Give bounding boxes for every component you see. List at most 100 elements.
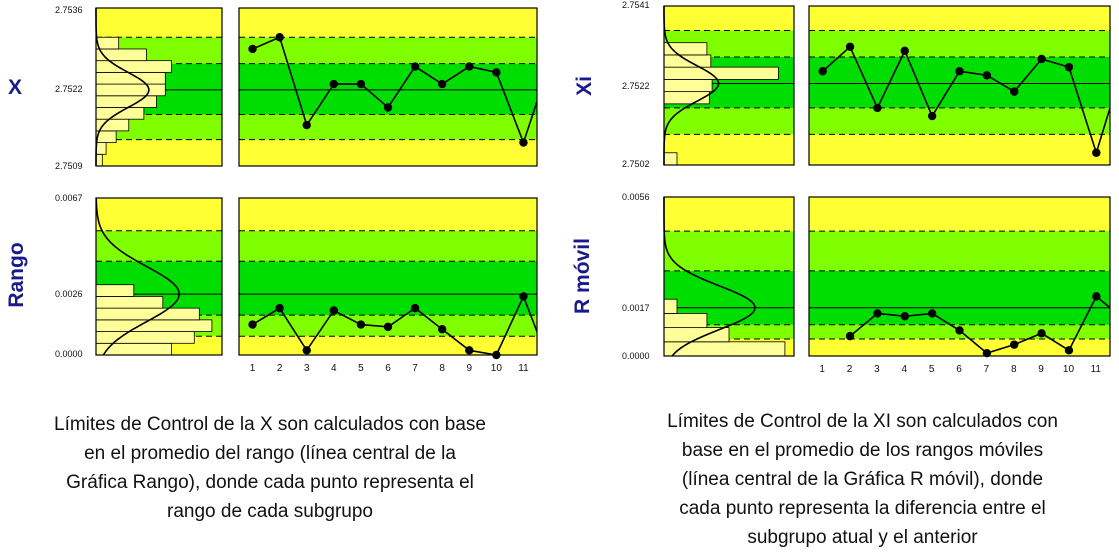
x-data-point bbox=[410, 62, 420, 71]
rmovil-data-point bbox=[873, 309, 882, 318]
x-plot-zone bbox=[239, 63, 537, 90]
rango-data-point bbox=[437, 325, 447, 334]
rmovil-histogram-zone bbox=[664, 231, 794, 271]
rango-plot-zone bbox=[239, 198, 537, 231]
rango-data-point bbox=[302, 346, 311, 355]
rango-data-point bbox=[383, 322, 393, 332]
xi-data-point bbox=[1037, 54, 1046, 64]
xi-histogram-zone bbox=[664, 6, 794, 31]
xi-histogram-bar bbox=[663, 42, 708, 56]
rango-data-point bbox=[410, 303, 420, 313]
rango-data-point bbox=[519, 292, 528, 301]
x-plot-zone bbox=[239, 114, 537, 140]
x-data-point bbox=[465, 62, 474, 71]
rmovil-xtick-label: 5 bbox=[928, 364, 935, 375]
left-caption-line: en el promedio del rango (línea central … bbox=[84, 443, 456, 464]
r-movil-chart-label: R móvil bbox=[571, 238, 594, 314]
x-histogram-bar bbox=[95, 107, 145, 120]
rango-xtick-label: 2 bbox=[276, 363, 283, 374]
rango-plot-zone bbox=[239, 294, 537, 316]
rmovil-data-point bbox=[1064, 346, 1074, 355]
rmovil-ytick-top: 0.0056 bbox=[622, 192, 650, 202]
x-plot-frame bbox=[238, 7, 538, 167]
xi-plot-frame bbox=[808, 5, 1111, 166]
rmovil-plot-zone bbox=[809, 231, 1110, 271]
rango-xtick-label: 3 bbox=[303, 363, 310, 374]
xi-histogram-frame bbox=[663, 5, 795, 166]
xi-histogram-bar bbox=[663, 78, 713, 93]
xi-data-point bbox=[1064, 62, 1074, 72]
xi-histogram-bar bbox=[663, 66, 779, 80]
rango-xtick-label: 11 bbox=[518, 363, 529, 374]
xi-plot-zone bbox=[809, 83, 1110, 108]
x-data-point bbox=[356, 79, 366, 89]
xi-plot-zone bbox=[809, 107, 1110, 135]
rmovil-histogram-bar bbox=[663, 341, 786, 357]
rango-histogram-bar bbox=[95, 296, 164, 309]
x-data-point bbox=[275, 33, 284, 42]
rango-xtick-label: 4 bbox=[331, 363, 337, 374]
rmovil-plot-zone bbox=[809, 338, 1110, 356]
rmovil-histogram-zone bbox=[664, 197, 794, 232]
rango-xtick-label: 7 bbox=[412, 363, 418, 374]
rmovil-xtick-label: 4 bbox=[901, 364, 908, 375]
rmovil-data-point bbox=[900, 312, 909, 321]
rango-series-line bbox=[252, 294, 538, 356]
rango-normal-curve bbox=[95, 197, 180, 356]
xi-ytick-mid: 2.7522 bbox=[622, 81, 650, 91]
rmovil-xtick-label: 7 bbox=[983, 364, 990, 375]
xi-histogram-zone bbox=[664, 134, 794, 165]
rmovil-histogram-frame bbox=[663, 196, 795, 357]
x-histogram-bar bbox=[95, 83, 166, 97]
rmovil-xtick-label: 1 bbox=[819, 364, 825, 375]
rmovil-plot-frame bbox=[808, 196, 1111, 357]
rango-xtick-label: 5 bbox=[358, 363, 364, 374]
xi-data-point bbox=[927, 111, 937, 121]
xi-ytick-top: 2.7541 bbox=[622, 0, 650, 10]
rango-xtick-label: 6 bbox=[385, 363, 391, 374]
rango-plot-zone bbox=[239, 261, 537, 295]
rango-histogram-bar bbox=[95, 319, 213, 332]
left-caption: Límites de Control de la X son calculado… bbox=[10, 410, 530, 526]
x-histogram-zone bbox=[96, 8, 222, 38]
x-ytick-bot: 2.7509 bbox=[55, 161, 83, 171]
xi-data-point bbox=[900, 46, 909, 56]
rmovil-plot-zone bbox=[809, 270, 1110, 308]
rmovil-ytick-bot: 0.0000 bbox=[622, 351, 650, 361]
right-caption-line: Límites de Control de la XI son calculad… bbox=[667, 411, 1058, 432]
xi-histogram-bar bbox=[663, 152, 678, 166]
x-series-line bbox=[252, 36, 538, 145]
x-chart-label: X bbox=[8, 76, 23, 99]
rango-plot-zone bbox=[239, 230, 537, 262]
rango-data-point bbox=[356, 320, 366, 329]
rmovil-data-point bbox=[1010, 340, 1019, 349]
xi-data-point bbox=[873, 103, 882, 113]
x-data-point bbox=[383, 103, 393, 112]
xi-chart-label: Xi bbox=[573, 76, 596, 96]
x-data-point bbox=[302, 120, 311, 130]
left-caption-line: rango de cada subgrupo bbox=[167, 501, 373, 522]
rango-histogram-zone bbox=[96, 230, 222, 262]
rango-data-point bbox=[248, 320, 257, 329]
left-caption-line: Límites de Control de la X son calculado… bbox=[54, 414, 486, 435]
rmovil-xtick-label: 6 bbox=[956, 364, 962, 375]
rango-ytick-mid: 0.0026 bbox=[55, 289, 83, 299]
x-ytick-mid: 2.7522 bbox=[55, 84, 83, 94]
x-histogram-zone bbox=[96, 139, 222, 166]
rango-xtick-label: 8 bbox=[439, 363, 445, 374]
rmovil-xtick-label: 8 bbox=[1010, 364, 1017, 375]
x-data-point bbox=[519, 138, 528, 147]
xi-histogram-zone bbox=[664, 107, 794, 135]
rango-histogram-bar bbox=[95, 284, 135, 297]
rango-data-point bbox=[465, 346, 474, 355]
rmovil-histogram-bar bbox=[663, 298, 678, 314]
x-ytick-top: 2.7536 bbox=[55, 5, 83, 15]
rango-histogram-frame bbox=[95, 197, 223, 356]
rmovil-plot-zone bbox=[809, 307, 1110, 325]
right-caption-line: subgrupo atual y el anterior bbox=[747, 527, 978, 548]
x-plot-zone bbox=[239, 8, 537, 38]
rmovil-data-point bbox=[1037, 329, 1046, 338]
rango-data-point bbox=[492, 350, 501, 360]
rmovil-data-point bbox=[1092, 292, 1101, 301]
